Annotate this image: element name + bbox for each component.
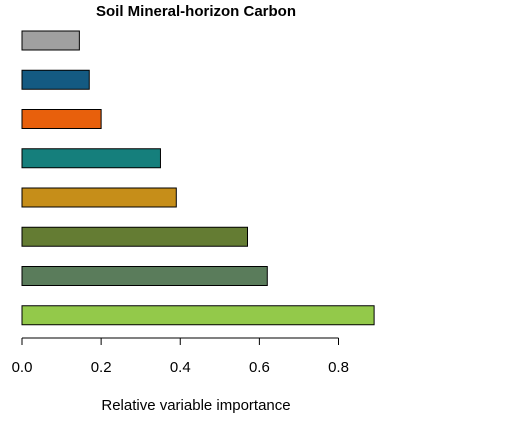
x-tick-label: 0.4 [170,359,191,376]
x-tick-label: 0.2 [91,359,112,376]
chart-title: Soil Mineral-horizon Carbon [96,3,296,20]
bar-1 [21,30,80,51]
x-tick-label: 0.0 [12,359,33,376]
x-tick-label: 0.8 [328,359,349,376]
bar-4 [21,148,161,169]
bar-6 [21,226,249,247]
bars-group [21,30,375,326]
bar-3 [21,109,102,129]
x-axis: 0.0 0.2 0.4 0.6 0.8 [12,337,349,376]
x-axis-label: Relative variable importance [101,397,290,414]
bar-8 [21,305,375,326]
bar-5 [21,187,177,208]
x-tick-label: 0.6 [249,359,270,376]
bar-7 [21,266,268,286]
bar-2 [21,69,90,90]
